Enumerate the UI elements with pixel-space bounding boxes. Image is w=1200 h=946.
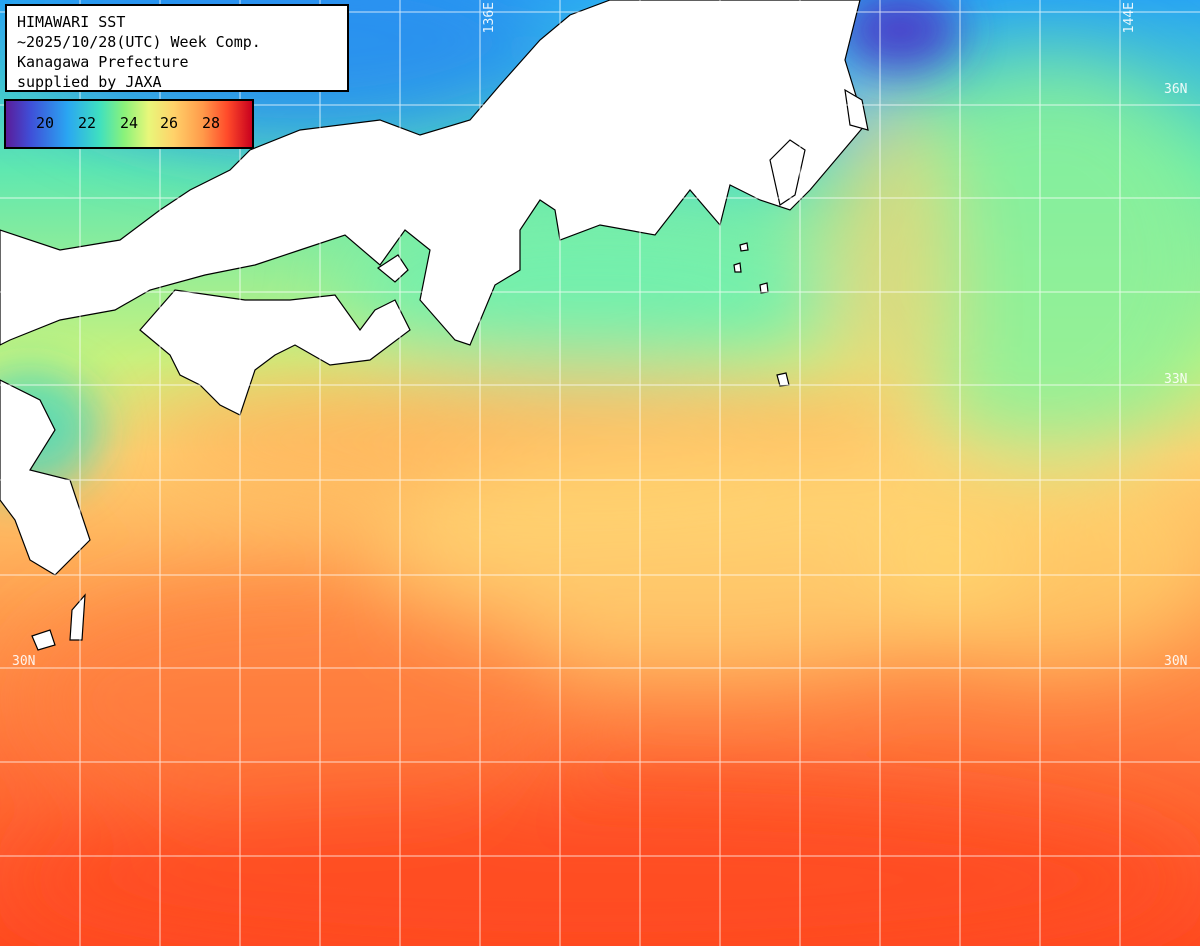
prefecture-line: Kanagawa Prefecture (17, 53, 189, 71)
lat-30-left-label: 30N (12, 654, 36, 669)
title-line: HIMAWARI SST (17, 13, 126, 31)
shikoku (139, 289, 411, 416)
legend-label-20: 20 (36, 114, 55, 132)
date-line: ~2025/10/28(UTC) Week Comp. (17, 33, 261, 51)
kozu (739, 242, 749, 252)
yakushima (31, 629, 56, 651)
legend-label-24: 24 (120, 114, 139, 132)
lat-30-right-label: 30N (1164, 654, 1188, 669)
lon-144-label: 144E (1122, 2, 1137, 34)
legend-label-22: 22 (78, 114, 97, 132)
legend-label-26: 26 (160, 114, 179, 132)
miyake (733, 262, 742, 273)
honshu (0, 0, 866, 346)
kyushu (0, 379, 91, 576)
lat-33-label: 33N (1164, 372, 1188, 387)
credit-line: supplied by JAXA (17, 73, 162, 91)
land (0, 0, 869, 651)
legend-label-28: 28 (202, 114, 221, 132)
bousou (844, 88, 869, 131)
tanegashima (69, 593, 86, 641)
temperature-legend: 20 22 24 26 28 (4, 99, 254, 149)
lon-136-label: 136E (482, 2, 497, 34)
info-box: HIMAWARI SST ~2025/10/28(UTC) Week Comp.… (5, 4, 349, 92)
lat-36-label: 36N (1164, 82, 1188, 97)
